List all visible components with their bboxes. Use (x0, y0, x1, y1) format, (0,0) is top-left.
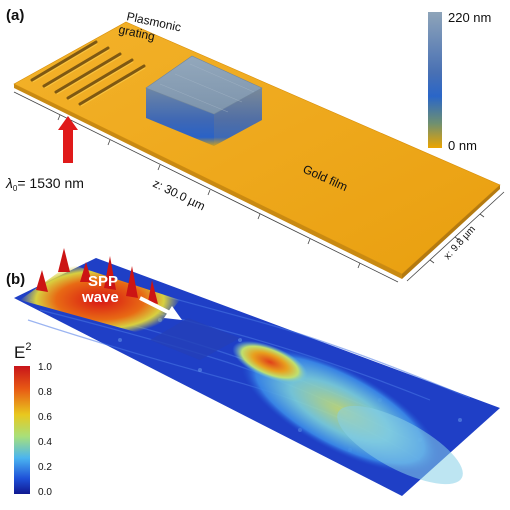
grating-groove (78, 64, 146, 106)
colorbar-tick: 0.0 (38, 487, 52, 498)
colorbar-tick: 0.6 (38, 412, 52, 423)
panel-a-label: (a) (6, 7, 24, 24)
x-axis-ticks (429, 213, 485, 264)
dielectric-pillar (145, 55, 263, 146)
spp-label-line1: SPP (88, 273, 118, 290)
colorbar-tick: 1.0 (38, 362, 52, 373)
e2-colorbar-ticks: 1.0 0.8 0.6 0.4 0.2 0.0 (38, 362, 52, 498)
pillar-top-face (145, 55, 263, 115)
field-hotspot-grating (20, 264, 180, 336)
pillar-left-face (146, 88, 214, 146)
x-axis-line (406, 191, 505, 282)
z-axis-line (13, 91, 399, 283)
colorbar-title: E (14, 343, 25, 362)
height-colorbar-min: 0 nm (448, 138, 477, 153)
height-colorbar-max: 220 nm (448, 10, 491, 25)
wavelength-symbol: λ (5, 175, 13, 191)
height-colorbar (428, 12, 442, 148)
pillar-right-face (214, 88, 262, 146)
colorbar-tick: 0.8 (38, 387, 52, 398)
z-axis-ticks (57, 114, 361, 269)
plasmonic-grating (30, 40, 146, 106)
field-peaks (36, 248, 158, 304)
waveguide-edge (150, 318, 240, 360)
panel-a: (a) (5, 7, 505, 283)
incident-light-arrow (58, 116, 78, 163)
grating-groove (42, 46, 110, 88)
field-hotspot-waveguide (232, 340, 308, 384)
grating-groove (66, 58, 134, 100)
panel-b: (b) (6, 248, 500, 498)
e2-colorbar (14, 366, 30, 494)
svg-text:λ0= 1530 nm: λ0= 1530 nm (5, 175, 84, 193)
gold-film-front-edge (14, 84, 402, 279)
colorbar-exponent: 2 (25, 341, 31, 353)
colorbar-tick: 0.2 (38, 462, 52, 473)
wavelength-value: 1530 nm (29, 175, 83, 191)
panel-b-label: (b) (6, 271, 25, 288)
grating-groove (30, 40, 98, 82)
svg-text:E2: E2 (14, 341, 31, 362)
wavelength-subscript: 0 (13, 184, 18, 193)
spp-label-line2: wave (81, 289, 119, 306)
gold-film-side-edge (402, 185, 500, 279)
z-axis-label: z: 30.0 µm (151, 176, 208, 213)
spp-direction-arrow (139, 296, 182, 320)
grating-groove (54, 52, 122, 94)
colorbar-tick: 0.4 (38, 437, 52, 448)
